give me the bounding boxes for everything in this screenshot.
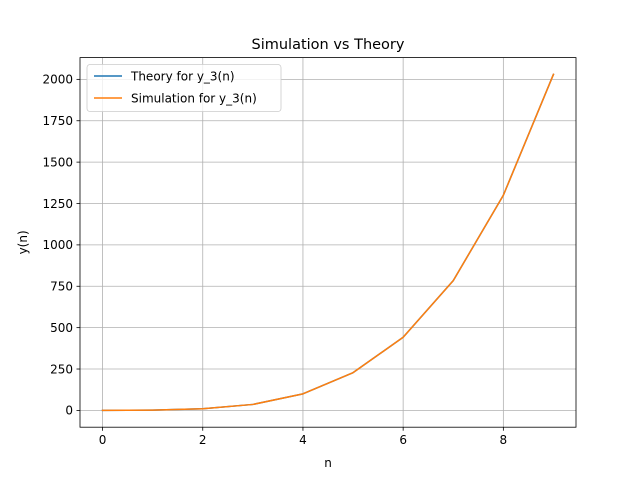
legend-label-theory: Theory for y_3(n) xyxy=(130,70,235,84)
axis-ticks: 0 2 4 6 8 0 250 500 750 1000 1250 1500 1750 2000 xyxy=(42,73,507,448)
x-tick-label: 6 xyxy=(399,433,407,447)
y-tick-label: 750 xyxy=(50,280,73,294)
legend: Theory for y_3(n) Simulation for y_3(n) xyxy=(86,64,282,112)
y-tick-label: 1500 xyxy=(42,155,73,169)
x-tick-label: 0 xyxy=(99,433,107,447)
y-tick-label: 1750 xyxy=(42,114,73,128)
y-tick-label: 2000 xyxy=(42,73,73,87)
x-tick-label: 8 xyxy=(500,433,508,447)
x-axis-label: n xyxy=(324,456,332,470)
x-tick-label: 4 xyxy=(299,433,307,447)
legend-label-simulation: Simulation for y_3(n) xyxy=(131,92,257,106)
series-line-simulation xyxy=(101,73,555,412)
chart-title: Simulation vs Theory xyxy=(252,37,405,53)
y-tick-label: 1000 xyxy=(42,238,73,252)
x-tick-label: 2 xyxy=(199,433,207,447)
y-tick-label: 500 xyxy=(50,321,73,335)
y-tick-label: 0 xyxy=(65,404,73,418)
y-tick-label: 1250 xyxy=(42,197,73,211)
y-tick-label: 250 xyxy=(50,362,73,376)
legend-box xyxy=(86,64,282,112)
grid-lines xyxy=(80,57,576,428)
y-axis-label: y(n) xyxy=(16,230,30,254)
series-lines xyxy=(101,73,555,412)
plot-area-frame xyxy=(79,57,577,428)
